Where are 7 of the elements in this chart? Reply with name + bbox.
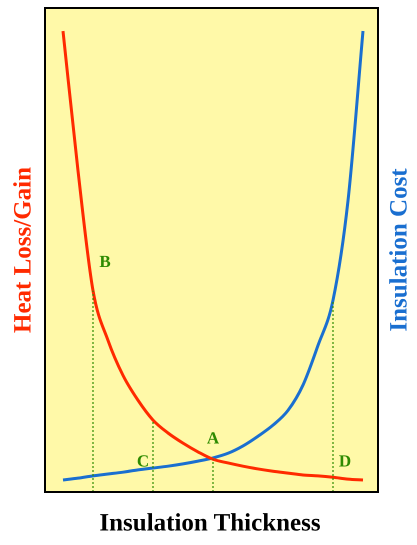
- annotation: C: [136, 451, 150, 470]
- annotation: D: [338, 451, 352, 470]
- x-axis-title: Insulation Thickness: [99, 509, 321, 536]
- y2-axis-title: Insulation Cost: [385, 168, 412, 332]
- y-axis-title: Heat Loss/Gain: [9, 166, 36, 333]
- annotation: B: [99, 252, 111, 271]
- annotation: A: [206, 428, 220, 448]
